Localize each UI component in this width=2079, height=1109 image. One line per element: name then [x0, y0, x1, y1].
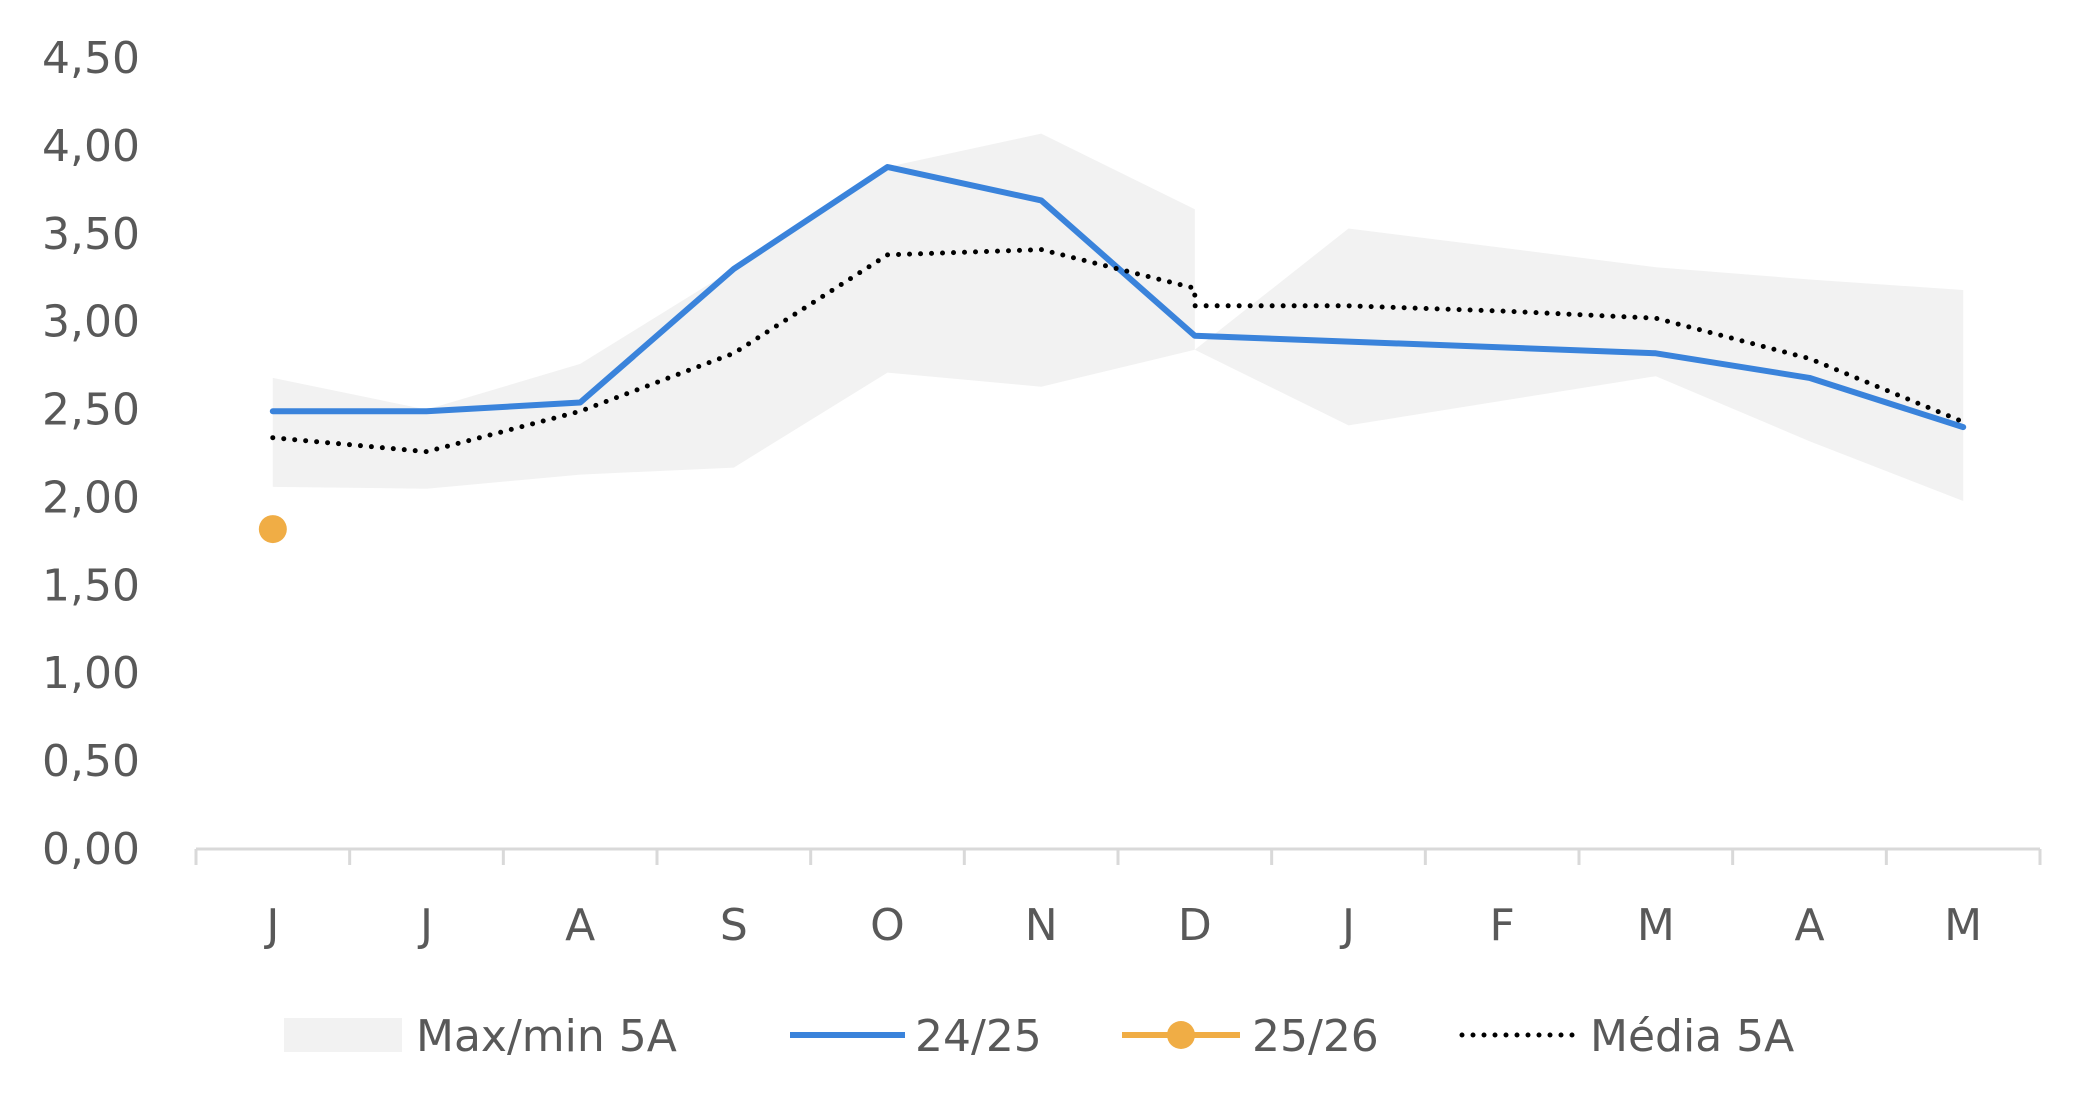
x-tick-label: S: [720, 900, 748, 951]
y-tick-label: 0,50: [42, 736, 140, 787]
x-tick-label: O: [870, 900, 905, 951]
y-tick-label: 3,00: [42, 297, 140, 348]
x-tick-label: F: [1490, 900, 1515, 951]
legend: Max/min 5A 24/25 25/26 Média 5A: [284, 1011, 1794, 1062]
y-tick-label: 0,00: [42, 824, 140, 875]
legend-band-swatch: [284, 1018, 402, 1052]
x-tick-label: M: [1944, 900, 1982, 951]
y-axis: 0,00 0,50 1,00 1,50 2,00 2,50 3,00 3,50 4,00 4,50: [42, 33, 140, 875]
y-tick-label: 3,50: [42, 209, 140, 260]
y-tick-label: 2,50: [42, 385, 140, 436]
x-tick-label: D: [1178, 900, 1212, 951]
x-tick-label: N: [1025, 900, 1058, 951]
series-25-26-point: [258, 515, 287, 544]
x-tick-label: A: [565, 900, 595, 951]
series-24-25-line: [269, 164, 1967, 431]
x-tick-label: J: [1339, 900, 1355, 951]
y-tick-label: 4,50: [42, 33, 140, 84]
legend-label-max-min: Max/min 5A: [416, 1011, 677, 1062]
series-layer: [258, 164, 1967, 544]
x-tick-label: J: [263, 900, 279, 951]
x-tick-label: M: [1637, 900, 1675, 951]
y-tick-label: 2,00: [42, 472, 140, 523]
band-max-min-area: [272, 133, 1964, 501]
band-layer: [272, 133, 1964, 501]
x-axis: [194, 847, 2042, 865]
legend-label-media-5a: Média 5A: [1590, 1011, 1794, 1062]
legend-label-24-25: 24/25: [915, 1011, 1042, 1062]
y-tick-label: 1,50: [42, 560, 140, 611]
series-media-5a-line: [270, 247, 1966, 455]
y-tick-label: 4,00: [42, 121, 140, 172]
y-tick-label: 1,00: [42, 648, 140, 699]
legend-label-25-26: 25/26: [1252, 1011, 1379, 1062]
x-tick-label: A: [1794, 900, 1824, 951]
legend-25-26-swatch-dot: [1167, 1021, 1195, 1049]
x-tick-label: J: [417, 900, 433, 951]
